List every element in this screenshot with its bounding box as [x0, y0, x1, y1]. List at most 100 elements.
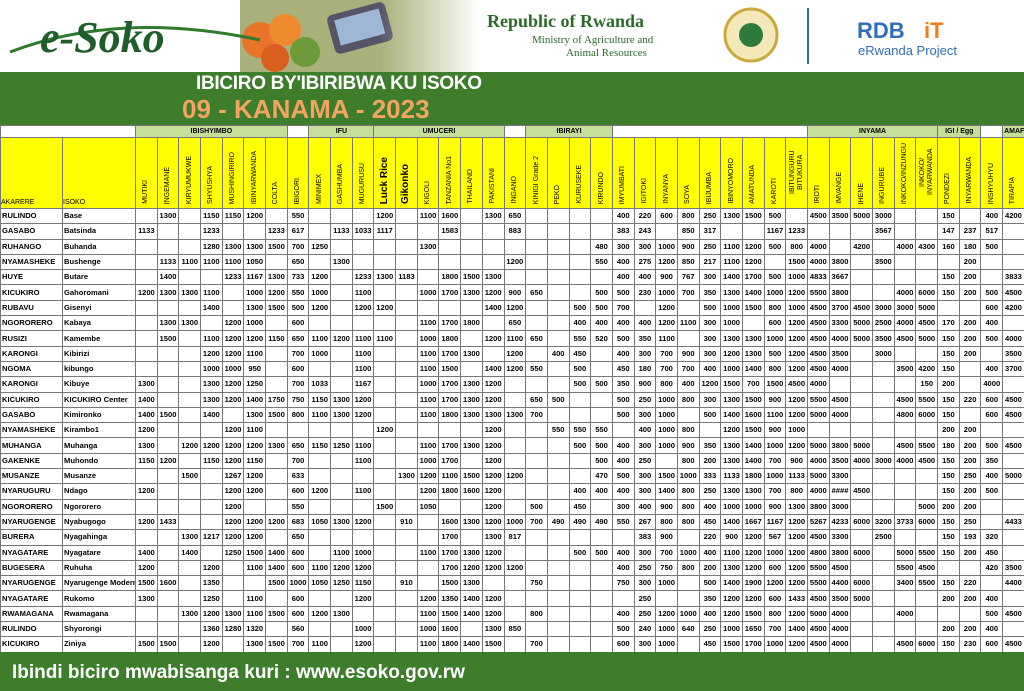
- price-cell: 383: [611, 223, 635, 240]
- price-cell: 600: [286, 315, 310, 332]
- price-cell: 1100: [720, 253, 743, 271]
- price-row: RUHANGO Buhanda 1280 1300 1300 1500 700 1250 130…: [0, 238, 1024, 255]
- price-cell: 1200: [221, 483, 245, 500]
- price-cell: 3800: [806, 498, 830, 515]
- price-cell: 300: [633, 406, 657, 424]
- price-cell: [416, 269, 440, 286]
- price-cell: [806, 223, 830, 240]
- column-header: IBINYOMORO: [720, 137, 743, 209]
- price-cell: [156, 498, 180, 515]
- price-cell: 3700: [828, 299, 852, 317]
- price-cell: [373, 284, 397, 301]
- price-cell: 400: [980, 468, 1004, 485]
- price-cell: 500: [763, 238, 787, 255]
- price-cell: [395, 483, 418, 500]
- price-cell: 4500: [806, 345, 830, 362]
- price-cell: 4200: [1002, 207, 1024, 225]
- price-cell: [546, 253, 570, 271]
- price-cell: 1700: [438, 391, 462, 408]
- price-cell: 1300: [156, 315, 180, 332]
- price-cell: 3800: [828, 437, 852, 454]
- price-cell: 550: [286, 498, 310, 515]
- market: Kimironko: [62, 406, 136, 424]
- price-cell: 400: [611, 253, 635, 271]
- price-cell: [525, 345, 548, 362]
- price-cell: 400: [611, 207, 635, 225]
- title: IBICIRO BY'IBIRIBWA KU ISOKO: [196, 73, 482, 94]
- price-cell: [178, 513, 202, 531]
- price-cell: 600: [286, 590, 310, 607]
- price-cell: 1300: [135, 437, 158, 454]
- price-cell: 1300: [243, 299, 267, 317]
- price-cell: 1300: [481, 207, 505, 225]
- footer: Ibindi biciro mwabisanga kuri : www.esok…: [0, 652, 1024, 691]
- price-cell: 900: [785, 452, 808, 470]
- price-row: KARONGI Kibuye 1300 1300 1200 1250 700 1033 1167…: [0, 376, 1024, 393]
- price-cell: 700: [286, 345, 310, 362]
- price-cell: [568, 406, 592, 424]
- group-header: IFU: [308, 125, 375, 138]
- price-cell: 500: [611, 621, 635, 638]
- price-cell: 4500: [806, 590, 830, 607]
- price-cell: 3733: [893, 513, 917, 531]
- price-cell: 1300: [460, 575, 483, 592]
- price-cell: 550: [286, 207, 310, 225]
- district: NYARUGURU: [0, 483, 63, 500]
- price-cell: 4000: [850, 452, 873, 470]
- price-cell: 300: [611, 238, 635, 255]
- price-cell: 320: [980, 529, 1004, 546]
- price-cell: [481, 238, 505, 255]
- price-cell: 1350: [200, 575, 223, 592]
- price-cell: [395, 391, 418, 408]
- price-cell: [546, 376, 570, 393]
- price-cell: [416, 575, 440, 592]
- price-cell: [308, 422, 332, 439]
- price-cell: 1100: [720, 544, 743, 561]
- price-cell: 150: [937, 483, 960, 500]
- price-cell: 1250: [243, 376, 267, 393]
- price-cell: 1300: [330, 391, 353, 408]
- price-cell: 3500: [828, 207, 852, 225]
- price-cell: 500: [763, 345, 787, 362]
- price-cell: 1300: [741, 483, 765, 500]
- district: KARONGI: [0, 376, 63, 393]
- price-cell: [178, 269, 202, 286]
- price-cell: 800: [763, 605, 787, 623]
- price-cell: 5000: [915, 330, 939, 347]
- price-cell: 450: [698, 636, 722, 652]
- price-cell: 600: [980, 299, 1004, 317]
- price-cell: 500: [980, 330, 1004, 347]
- price-cell: 4000: [806, 376, 830, 393]
- price-cell: [481, 223, 505, 240]
- price-cell: 1200: [503, 559, 527, 577]
- price-cell: 240: [633, 621, 657, 638]
- price-cell: [265, 253, 288, 271]
- price-cell: 900: [676, 238, 700, 255]
- price-cell: [893, 223, 917, 240]
- price-cell: [438, 422, 462, 439]
- price-cell: [135, 529, 158, 546]
- price-cell: 1800: [438, 330, 462, 347]
- price-cell: 617: [286, 223, 310, 240]
- price-cell: 2500: [872, 529, 895, 546]
- price-cell: 800: [655, 513, 678, 531]
- price-cell: 300: [633, 437, 657, 454]
- price-cell: [590, 223, 613, 240]
- price-cell: 5000: [806, 468, 830, 485]
- price-cell: 1200: [221, 452, 245, 470]
- price-cell: 400: [611, 345, 635, 362]
- column-label: COLTA: [272, 181, 280, 204]
- price-cell: [958, 207, 982, 225]
- price-cell: [568, 207, 592, 225]
- price-cell: [893, 468, 917, 485]
- price-cell: [915, 207, 939, 225]
- column-header: INGANO: [503, 137, 527, 209]
- price-cell: [676, 590, 700, 607]
- column-header: INGEMANE: [156, 137, 180, 209]
- price-cell: [265, 422, 288, 439]
- price-cell: 3567: [872, 223, 895, 240]
- price-cell: [850, 559, 873, 577]
- district: NYAMASHEKE: [0, 422, 63, 439]
- price-cell: 1400: [460, 590, 483, 607]
- price-cell: 4500: [850, 483, 873, 500]
